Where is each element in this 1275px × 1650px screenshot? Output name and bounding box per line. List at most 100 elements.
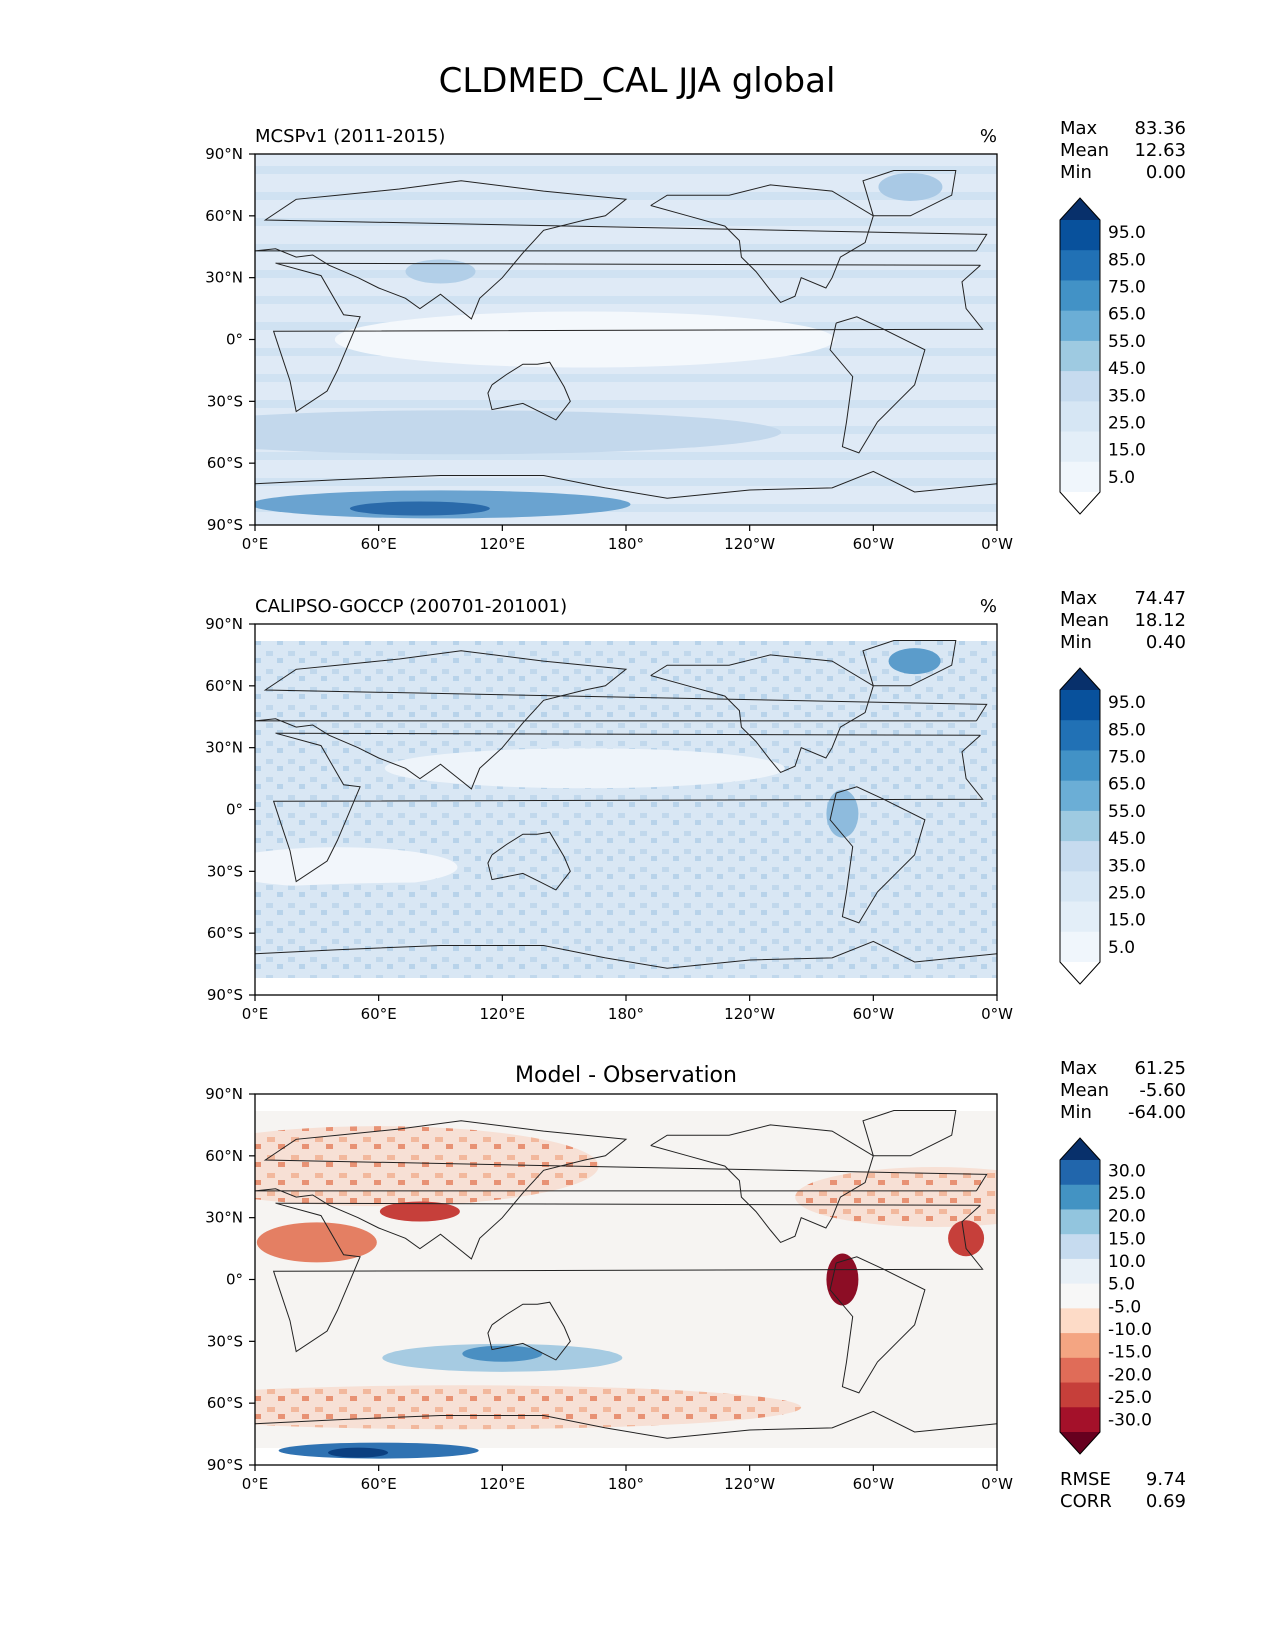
colorbar-label: 25.0 — [1108, 1184, 1146, 1204]
colorbar-label: 15.0 — [1108, 911, 1146, 931]
colorbar-label: 75.0 — [1108, 277, 1146, 297]
stat-name-mean: Mean — [1060, 1080, 1109, 1101]
y-tick-label: 90°N — [205, 1085, 243, 1103]
colorbar-segment — [1060, 750, 1100, 782]
y-tick-label: 30°N — [205, 1209, 243, 1227]
y-tick-label: 30°S — [207, 862, 243, 880]
y-tick-label: 60°N — [205, 1147, 243, 1165]
x-tick-label: 60°W — [853, 1475, 895, 1493]
figure-title: CLDMED_CAL JJA global — [439, 61, 836, 101]
colorbar-label: 45.0 — [1108, 829, 1146, 849]
coastline-3 — [650, 184, 874, 304]
colorbar-extend-top — [1060, 1138, 1100, 1160]
colorbar-label: 25.0 — [1108, 883, 1146, 903]
coastline-4 — [862, 170, 957, 217]
stat-value-min: -64.00 — [1128, 1102, 1186, 1123]
colorbar-segment — [1060, 720, 1100, 751]
x-tick-label: 180° — [608, 1005, 644, 1023]
colorbar-label: -20.0 — [1108, 1365, 1152, 1385]
colorbar-label: 5.0 — [1108, 938, 1135, 958]
colorbar-label: -30.0 — [1108, 1411, 1152, 1431]
stat-value-min: 0.00 — [1146, 162, 1186, 183]
y-tick-label: 90°S — [207, 986, 243, 1004]
greenland-cloud — [888, 648, 941, 675]
panel-subtitle: MCSPv1 (2011-2015) — [255, 126, 445, 147]
antarctic-peak — [349, 501, 490, 516]
coastline-4 — [862, 1110, 957, 1157]
panel-subtitle: CALIPSO-GOCCP (200701-201001) — [255, 596, 567, 617]
x-tick-label: 60°W — [853, 535, 895, 553]
colorbar-label: 15.0 — [1108, 1229, 1146, 1249]
colorbar-label: 10.0 — [1108, 1252, 1146, 1272]
colorbar-label: 65.0 — [1108, 775, 1146, 795]
colorbar-label: 5.0 — [1108, 1275, 1135, 1295]
x-tick-label: 0°W — [981, 1005, 1013, 1023]
colorbar-segment — [1060, 1333, 1100, 1359]
stat-value-rmse: 9.74 — [1146, 1469, 1186, 1490]
colorbar-label: 35.0 — [1108, 856, 1146, 876]
stat-value-mean: -5.60 — [1139, 1080, 1186, 1101]
x-tick-label: 60°E — [361, 1005, 397, 1023]
colorbar-segment — [1060, 901, 1100, 933]
colorbar-label: 30.0 — [1108, 1161, 1146, 1181]
stat-name-mean: Mean — [1060, 610, 1109, 631]
y-tick-label: 60°S — [207, 454, 243, 472]
south-atlantic-clear — [255, 847, 458, 888]
colorbar-segment — [1060, 250, 1100, 281]
coastline-2 — [487, 361, 571, 421]
x-tick-label: 0°W — [981, 1475, 1013, 1493]
stat-name-mean: Mean — [1060, 140, 1109, 161]
colorbar: 30.0 25.0 20.015.0 10.0 5.0-5.0 -10.0 -15.0-20… — [1059, 1137, 1152, 1455]
southern-blue-core — [462, 1345, 543, 1362]
north-atlantic-diff — [795, 1167, 997, 1228]
colorbar-segment — [1060, 1382, 1100, 1408]
colorbar-segment — [1060, 690, 1100, 721]
colorbar-label: 35.0 — [1108, 386, 1146, 406]
colorbar-segment — [1060, 401, 1100, 433]
colorbar-label: -15.0 — [1108, 1343, 1152, 1363]
storm-track-band — [255, 882, 762, 923]
north-positive-band — [255, 1126, 599, 1207]
coastline-6 — [255, 470, 997, 499]
colorbar-segment — [1060, 431, 1100, 463]
colorbar-extend-top — [1060, 668, 1100, 690]
stat-value-max: 83.36 — [1134, 118, 1186, 139]
colorbar-segment — [1060, 810, 1100, 842]
colorbar-label: 25.0 — [1108, 413, 1146, 433]
colorbar-segment — [1060, 280, 1100, 312]
y-tick-label: 90°S — [207, 1456, 243, 1474]
stat-name-min: Min — [1060, 632, 1092, 653]
stat-value-corr: 0.69 — [1146, 1491, 1186, 1512]
stat-name-max: Max — [1060, 1058, 1098, 1079]
colorbar-extend-bottom — [1060, 492, 1100, 514]
colorbar-outline — [1059, 667, 1101, 985]
map-panel-3: 0°E 60°E 120°E 180° 120°W 60°W 0°W 90°N 60°N 30°N… — [205, 1058, 1186, 1512]
colorbar-label: 85.0 — [1108, 250, 1146, 270]
y-tick-label: 60°S — [207, 1394, 243, 1412]
coastline-4 — [862, 640, 957, 687]
map-panel-2: 0°E 60°E 120°E 180° 120°W 60°W 0°W 90°N 60°N 30°N… — [205, 588, 1186, 1023]
colorbar-segment — [1060, 1160, 1100, 1186]
coastline-3 — [650, 654, 874, 774]
stat-value-mean: 12.63 — [1134, 140, 1186, 161]
y-tick-label: 30°S — [207, 1332, 243, 1350]
andes-diff — [826, 1253, 859, 1306]
x-tick-label: 0°E — [242, 1475, 269, 1493]
colorbar-segment — [1060, 871, 1100, 903]
y-tick-label: 90°S — [207, 516, 243, 534]
colorbar-label: 5.0 — [1108, 468, 1135, 488]
stat-name-min: Min — [1060, 1102, 1092, 1123]
y-tick-label: 60°S — [207, 924, 243, 942]
colorbar-segment — [1060, 1184, 1100, 1210]
atlantic-diff — [948, 1220, 985, 1257]
stat-value-max: 74.47 — [1134, 588, 1186, 609]
low-cloud-band — [334, 311, 835, 368]
sahel-diff — [256, 1222, 377, 1263]
units-label: % — [980, 126, 997, 147]
coastline-0 — [272, 1202, 984, 1353]
colorbar-label: 95.0 — [1108, 223, 1146, 243]
coastline-1 — [255, 1120, 988, 1260]
colorbar-label: 75.0 — [1108, 747, 1146, 767]
colorbar-label: 85.0 — [1108, 720, 1146, 740]
colorbar-segment — [1060, 371, 1100, 402]
